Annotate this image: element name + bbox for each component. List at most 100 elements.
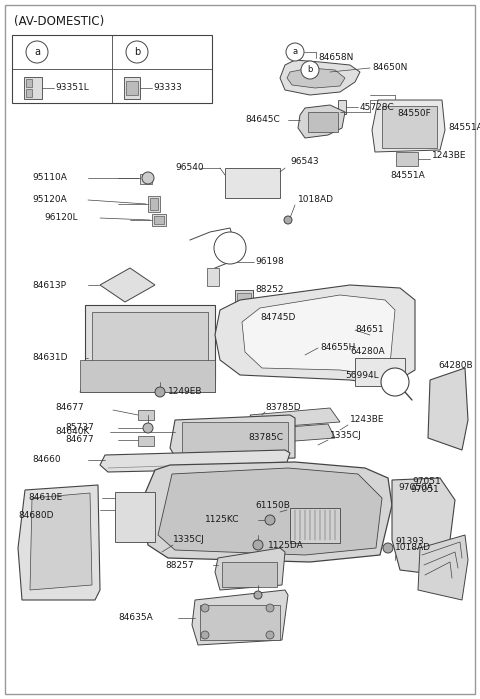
Polygon shape [100, 450, 290, 472]
Circle shape [265, 515, 275, 525]
Text: 93351L: 93351L [55, 83, 89, 92]
Bar [240, 318, 256, 334]
Text: 1018AD: 1018AD [395, 544, 431, 552]
Text: 83785C: 83785C [248, 433, 283, 442]
Polygon shape [215, 285, 415, 385]
Polygon shape [250, 408, 340, 428]
Text: 91393: 91393 [395, 538, 424, 547]
Text: 88252: 88252 [255, 285, 284, 294]
Polygon shape [242, 295, 395, 372]
Text: 84650N: 84650N [372, 64, 408, 73]
Text: 96120L: 96120L [44, 213, 78, 222]
Bar [308, 112, 338, 132]
Text: 84658N: 84658N [318, 54, 353, 62]
Bar [24, 77, 42, 99]
Text: 84677: 84677 [65, 435, 94, 445]
Bar [115, 492, 155, 542]
Bar [290, 508, 340, 543]
Text: 45728C: 45728C [360, 103, 395, 112]
Circle shape [26, 41, 48, 63]
Circle shape [253, 540, 263, 550]
Polygon shape [280, 60, 360, 95]
Text: 1243BE: 1243BE [432, 150, 467, 159]
Bar [237, 293, 251, 301]
Circle shape [286, 43, 304, 61]
Text: 84680D: 84680D [18, 510, 53, 519]
Text: 84651: 84651 [355, 326, 384, 335]
Circle shape [143, 423, 153, 433]
Circle shape [201, 604, 209, 612]
Text: 84645C: 84645C [245, 115, 280, 124]
Bar [138, 410, 154, 420]
Bar [150, 198, 158, 210]
Bar [12, 35, 212, 103]
Polygon shape [287, 68, 345, 88]
Text: 1125KC: 1125KC [205, 515, 240, 524]
Text: 84635A: 84635A [118, 614, 153, 623]
Text: 84551A: 84551A [448, 124, 480, 133]
Circle shape [266, 604, 274, 612]
Polygon shape [215, 548, 285, 590]
Polygon shape [85, 305, 215, 380]
Bar [154, 216, 164, 224]
Text: 84660: 84660 [32, 456, 60, 465]
Circle shape [254, 591, 262, 599]
Circle shape [301, 61, 319, 79]
Text: a: a [292, 48, 298, 57]
Polygon shape [298, 105, 345, 138]
Text: 84655H: 84655H [320, 343, 355, 352]
Text: 84677: 84677 [55, 403, 84, 412]
Circle shape [142, 172, 154, 184]
Text: 97050A: 97050A [398, 484, 433, 493]
Text: 84613P: 84613P [32, 280, 66, 289]
Text: 64280A: 64280A [350, 347, 384, 356]
Text: 84610E: 84610E [28, 493, 62, 503]
Text: 1335CJ: 1335CJ [173, 535, 205, 545]
Bar [200, 605, 280, 640]
Text: 61150B: 61150B [255, 500, 290, 510]
Circle shape [266, 631, 274, 639]
Text: 97051: 97051 [410, 486, 439, 494]
Bar [207, 268, 219, 286]
Bar [238, 315, 258, 340]
Text: 96198: 96198 [255, 257, 284, 266]
Text: 83785D: 83785D [265, 403, 300, 412]
Text: 84631D: 84631D [32, 354, 68, 363]
Text: b: b [307, 66, 312, 75]
Circle shape [126, 41, 148, 63]
Circle shape [383, 543, 393, 553]
Text: (AV-DOMESTIC): (AV-DOMESTIC) [14, 15, 104, 29]
Bar [140, 174, 152, 184]
Polygon shape [170, 415, 295, 462]
Text: 56994L: 56994L [345, 370, 379, 380]
Text: 1125DA: 1125DA [268, 540, 304, 549]
Text: a: a [34, 47, 40, 57]
Bar [396, 152, 418, 166]
Text: 85737: 85737 [65, 424, 94, 433]
Bar [126, 81, 138, 95]
Polygon shape [248, 424, 335, 444]
Text: 64280B: 64280B [438, 361, 473, 370]
Text: 1335CJ: 1335CJ [330, 431, 362, 440]
Text: b: b [134, 47, 140, 57]
Bar [26, 89, 32, 97]
Circle shape [201, 631, 209, 639]
Circle shape [381, 368, 409, 396]
Text: 1018AD: 1018AD [298, 196, 334, 205]
Bar [235, 290, 253, 312]
Polygon shape [92, 312, 208, 373]
Text: 1249EB: 1249EB [168, 387, 203, 396]
Bar [182, 422, 288, 457]
Polygon shape [418, 535, 468, 600]
Text: 84551A: 84551A [390, 171, 425, 180]
Text: 96543: 96543 [290, 157, 319, 166]
Bar [138, 436, 154, 446]
Polygon shape [428, 368, 468, 450]
Bar [338, 100, 346, 114]
Text: 95110A: 95110A [32, 173, 67, 182]
Polygon shape [372, 100, 445, 152]
Text: 1243BE: 1243BE [350, 415, 384, 424]
Polygon shape [392, 478, 455, 575]
Text: 96540: 96540 [175, 164, 204, 173]
Polygon shape [158, 468, 382, 555]
